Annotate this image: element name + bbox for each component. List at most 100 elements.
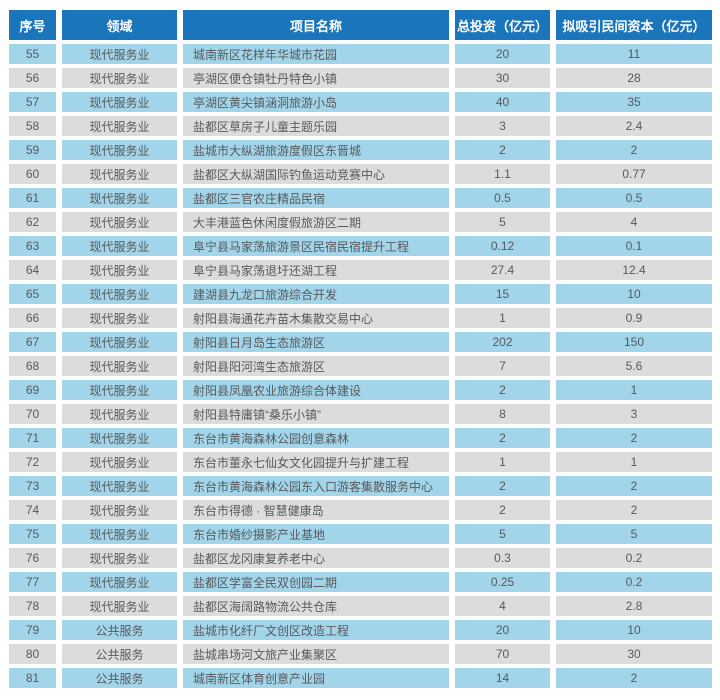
cell-no: 64 — [9, 260, 56, 280]
cell-field: 现代服务业 — [62, 452, 177, 472]
cell-no: 57 — [9, 92, 56, 112]
column-header-field: 领域 — [62, 10, 177, 40]
cell-no: 77 — [9, 572, 56, 592]
table-row: 59 现代服务业 盐城市大纵湖旅游度假区东晋城 2 2 — [9, 140, 713, 160]
table-row: 67 现代服务业 射阳县日月岛生态旅游区 202 150 — [9, 332, 713, 352]
cell-field: 现代服务业 — [62, 236, 177, 256]
cell-investment: 2 — [455, 476, 551, 496]
cell-no: 63 — [9, 236, 56, 256]
project-investment-table: 序号 领域 项目名称 总投资（亿元） 拟吸引民间资本（亿元） 55 现代服务业 城南… — [3, 6, 718, 692]
cell-field: 现代服务业 — [62, 596, 177, 616]
cell-project: 盐都区草房子儿童主题乐园 — [183, 116, 449, 136]
cell-investment: 40 — [455, 92, 551, 112]
cell-no: 79 — [9, 620, 56, 640]
cell-no: 69 — [9, 380, 56, 400]
cell-project: 盐城市化纤厂文创区改造工程 — [183, 620, 449, 640]
cell-field: 现代服务业 — [62, 476, 177, 496]
cell-project: 东台市黄海森林公园东入口游客集散服务中心 — [183, 476, 449, 496]
cell-field: 现代服务业 — [62, 68, 177, 88]
cell-no: 73 — [9, 476, 56, 496]
cell-investment: 27.4 — [455, 260, 551, 280]
cell-no: 56 — [9, 68, 56, 88]
table-row: 57 现代服务业 亭湖区黄尖镇涵洞旅游小岛 40 35 — [9, 92, 713, 112]
cell-no: 59 — [9, 140, 56, 160]
cell-private-capital: 10 — [556, 284, 713, 304]
cell-field: 现代服务业 — [62, 188, 177, 208]
cell-field: 现代服务业 — [62, 524, 177, 544]
cell-project: 阜宁县马家荡旅游景区民宿民宿提升工程 — [183, 236, 449, 256]
cell-private-capital: 2.4 — [556, 116, 713, 136]
cell-no: 74 — [9, 500, 56, 520]
cell-private-capital: 2 — [556, 476, 713, 496]
cell-field: 现代服务业 — [62, 332, 177, 352]
cell-project: 盐都区海阔路物流公共仓库 — [183, 596, 449, 616]
cell-investment: 5 — [455, 524, 551, 544]
cell-investment: 14 — [455, 668, 551, 688]
cell-investment: 0.25 — [455, 572, 551, 592]
cell-no: 81 — [9, 668, 56, 688]
table-header: 序号 领域 项目名称 总投资（亿元） 拟吸引民间资本（亿元） — [9, 10, 713, 40]
cell-no: 60 — [9, 164, 56, 184]
cell-private-capital: 2 — [556, 428, 713, 448]
table-row: 68 现代服务业 射阳县阳河湾生态旅游区 7 5.6 — [9, 356, 713, 376]
cell-investment: 1 — [455, 452, 551, 472]
table-row: 61 现代服务业 盐都区三官农庄精品民宿 0.5 0.5 — [9, 188, 713, 208]
cell-field: 现代服务业 — [62, 44, 177, 64]
cell-project: 盐城串场河文旅产业集聚区 — [183, 644, 449, 664]
cell-field: 现代服务业 — [62, 500, 177, 520]
cell-private-capital: 0.77 — [556, 164, 713, 184]
table-row: 72 现代服务业 东台市董永七仙女文化园提升与扩建工程 1 1 — [9, 452, 713, 472]
cell-no: 72 — [9, 452, 56, 472]
cell-investment: 4 — [455, 596, 551, 616]
table-row: 69 现代服务业 射阳县凤凰农业旅游综合体建设 2 1 — [9, 380, 713, 400]
cell-field: 现代服务业 — [62, 548, 177, 568]
cell-no: 65 — [9, 284, 56, 304]
cell-investment: 8 — [455, 404, 551, 424]
cell-project: 城南新区花样年华城市花园 — [183, 44, 449, 64]
cell-investment: 15 — [455, 284, 551, 304]
table-row: 70 现代服务业 射阳县特庸镇“桑乐小镇” 8 3 — [9, 404, 713, 424]
table-row: 56 现代服务业 亭湖区便仓镇牡丹特色小镇 30 28 — [9, 68, 713, 88]
cell-project: 东台市婚纱摄影产业基地 — [183, 524, 449, 544]
cell-private-capital: 0.9 — [556, 308, 713, 328]
table-row: 55 现代服务业 城南新区花样年华城市花园 20 11 — [9, 44, 713, 64]
cell-investment: 1.1 — [455, 164, 551, 184]
cell-field: 现代服务业 — [62, 284, 177, 304]
cell-private-capital: 2 — [556, 140, 713, 160]
cell-private-capital: 35 — [556, 92, 713, 112]
cell-field: 现代服务业 — [62, 260, 177, 280]
cell-no: 75 — [9, 524, 56, 544]
table-row: 74 现代服务业 东台市得德 · 智慧健康岛 2 2 — [9, 500, 713, 520]
table-body: 55 现代服务业 城南新区花样年华城市花园 20 11 56 现代服务业 亭湖区便仓镇牡丹特色… — [9, 44, 713, 688]
cell-project: 东台市董永七仙女文化园提升与扩建工程 — [183, 452, 449, 472]
cell-investment: 0.12 — [455, 236, 551, 256]
cell-field: 现代服务业 — [62, 380, 177, 400]
table-row: 65 现代服务业 建湖县九龙口旅游综合开发 15 10 — [9, 284, 713, 304]
cell-no: 80 — [9, 644, 56, 664]
cell-field: 现代服务业 — [62, 404, 177, 424]
cell-investment: 2 — [455, 428, 551, 448]
cell-no: 78 — [9, 596, 56, 616]
table-row: 77 现代服务业 盐都区学富全民双创园二期 0.25 0.2 — [9, 572, 713, 592]
table-row: 75 现代服务业 东台市婚纱摄影产业基地 5 5 — [9, 524, 713, 544]
cell-private-capital: 150 — [556, 332, 713, 352]
cell-private-capital: 2 — [556, 668, 713, 688]
cell-no: 62 — [9, 212, 56, 232]
cell-private-capital: 10 — [556, 620, 713, 640]
table-row: 80 公共服务 盐城串场河文旅产业集聚区 70 30 — [9, 644, 713, 664]
table-row: 78 现代服务业 盐都区海阔路物流公共仓库 4 2.8 — [9, 596, 713, 616]
cell-investment: 0.5 — [455, 188, 551, 208]
cell-no: 58 — [9, 116, 56, 136]
cell-project: 射阳县特庸镇“桑乐小镇” — [183, 404, 449, 424]
table-row: 79 公共服务 盐城市化纤厂文创区改造工程 20 10 — [9, 620, 713, 640]
cell-no: 61 — [9, 188, 56, 208]
cell-project: 亭湖区黄尖镇涵洞旅游小岛 — [183, 92, 449, 112]
cell-private-capital: 5.6 — [556, 356, 713, 376]
cell-private-capital: 0.2 — [556, 572, 713, 592]
cell-field: 公共服务 — [62, 620, 177, 640]
cell-project: 阜宁县马家荡退圩还湖工程 — [183, 260, 449, 280]
cell-investment: 30 — [455, 68, 551, 88]
cell-project: 东台市黄海森林公园创意森林 — [183, 428, 449, 448]
cell-private-capital: 2 — [556, 500, 713, 520]
cell-project: 盐都区三官农庄精品民宿 — [183, 188, 449, 208]
